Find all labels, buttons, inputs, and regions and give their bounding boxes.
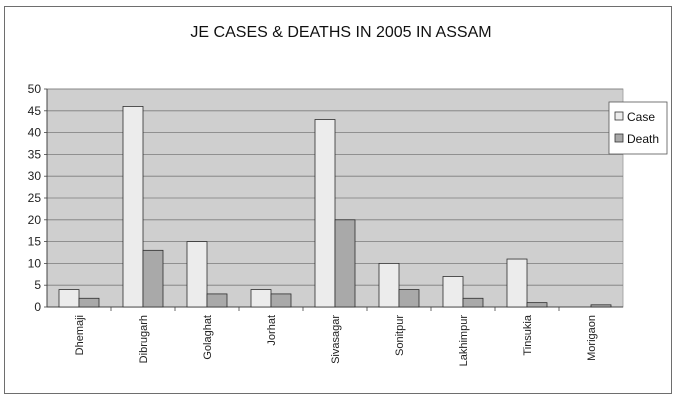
y-tick-label: 35 <box>28 147 42 161</box>
y-tick-label: 45 <box>28 104 42 118</box>
y-tick-label: 5 <box>34 278 41 292</box>
y-tick-label: 50 <box>28 82 42 96</box>
x-axis-ticks: Dhemaji Dibrugarh Golaghat Jorhat Sivasagar S… <box>74 307 598 366</box>
bar-case-sonitpur <box>378 262 400 308</box>
y-tick-label: 15 <box>28 235 42 249</box>
bar-case-lakhimpur <box>442 276 464 308</box>
y-tick-label: 25 <box>28 191 42 205</box>
bar-death-tinsukia <box>526 302 548 308</box>
bar-death-lakhimpur <box>462 297 484 308</box>
bar-case-sivasagar <box>314 119 336 308</box>
y-tick-label: 10 <box>28 256 42 270</box>
bar-death-sonitpur <box>398 289 420 308</box>
bar-death-dibrugarh <box>142 249 164 308</box>
bar-death-dhemaji <box>78 297 100 308</box>
bar-death-golaghat <box>206 293 228 308</box>
x-tick-label: Golaghat <box>202 315 214 360</box>
bar-death-sivasagar <box>334 219 356 308</box>
legend: Case Death <box>608 101 668 155</box>
x-tick-label: Sonitpur <box>394 315 406 356</box>
x-tick-label: Jorhat <box>266 315 278 346</box>
bar-death-morigaon <box>590 304 612 308</box>
x-tick-label: Morigaon <box>586 315 598 361</box>
x-tick-label: Tinsukia <box>522 314 534 355</box>
y-tick-label: 20 <box>28 213 42 227</box>
legend-swatch-death <box>614 133 624 143</box>
bars <box>58 106 612 308</box>
chart-title: JE CASES & DEATHS IN 2005 IN ASSAM <box>190 24 491 41</box>
legend-label-case: Case <box>627 110 655 124</box>
bar-case-dhemaji <box>58 289 80 308</box>
bar-case-jorhat <box>250 289 272 308</box>
bar-case-dibrugarh <box>122 106 144 308</box>
y-tick-label: 40 <box>28 126 42 140</box>
legend-label-death: Death <box>627 132 659 146</box>
legend-swatch-case <box>614 111 624 121</box>
bar-case-tinsukia <box>506 258 528 308</box>
chart-svg: JE CASES & DEATHS IN 2005 IN ASSAM 0 5 10 1… <box>28 24 668 366</box>
bar-death-jorhat <box>270 293 292 308</box>
bar-case-golaghat <box>186 241 208 308</box>
legend-box <box>608 101 668 155</box>
x-tick-label: Lakhimpur <box>458 315 470 367</box>
y-tick-label: 0 <box>34 300 41 314</box>
x-tick-label: Dhemaji <box>74 315 86 355</box>
x-tick-label: Sivasagar <box>330 315 342 364</box>
x-tick-label: Dibrugarh <box>138 315 150 363</box>
chart-frame: JE CASES & DEATHS IN 2005 IN ASSAM 0 5 10 1… <box>4 6 672 394</box>
y-tick-label: 30 <box>28 169 42 183</box>
